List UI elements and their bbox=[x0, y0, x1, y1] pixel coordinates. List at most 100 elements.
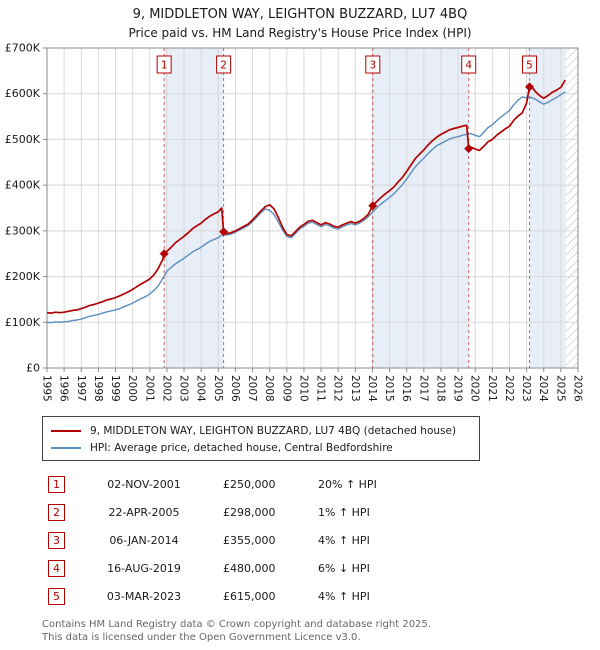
chart-legend: 9, MIDDLETON WAY, LEIGHTON BUZZARD, LU7 … bbox=[42, 416, 480, 461]
property-line-swatch bbox=[51, 429, 81, 432]
transaction-price: £615,000 bbox=[223, 589, 276, 603]
svg-text:2011: 2011 bbox=[315, 375, 327, 402]
transaction-date: 03-MAR-2023 bbox=[106, 589, 182, 603]
sale-diamond-marker bbox=[219, 227, 229, 237]
svg-text:£100K: £100K bbox=[5, 316, 41, 329]
price_paid-line bbox=[46, 79, 566, 314]
svg-text:2020: 2020 bbox=[469, 375, 481, 402]
transaction-price: £480,000 bbox=[223, 561, 276, 575]
svg-text:2023: 2023 bbox=[520, 375, 532, 402]
legend-entry-property: 9, MIDDLETON WAY, LEIGHTON BUZZARD, LU7 … bbox=[51, 422, 471, 439]
svg-text:2005: 2005 bbox=[212, 375, 224, 402]
transaction-number-badge: 2 bbox=[48, 503, 65, 521]
table-row: 4 16-AUG-2019 £480,000 6% ↓ HPI bbox=[0, 554, 600, 582]
page-subtitle: Price paid vs. HM Land Registry's House … bbox=[128, 26, 472, 40]
svg-text:2026: 2026 bbox=[572, 375, 584, 402]
plot-background bbox=[47, 48, 578, 368]
svg-text:£400K: £400K bbox=[5, 179, 41, 192]
sale-date-dashed-lines bbox=[163, 48, 531, 368]
svg-text:2024: 2024 bbox=[537, 375, 549, 402]
data-series bbox=[46, 79, 566, 324]
svg-text:£700K: £700K bbox=[5, 42, 41, 55]
svg-text:3: 3 bbox=[369, 60, 376, 72]
svg-text:2001: 2001 bbox=[143, 375, 155, 402]
svg-text:£300K: £300K bbox=[5, 224, 41, 237]
gridlines bbox=[46, 47, 579, 369]
transaction-price: £298,000 bbox=[223, 505, 276, 519]
table-row: 5 03-MAR-2023 £615,000 4% ↑ HPI bbox=[0, 582, 600, 610]
transaction-price: £355,000 bbox=[223, 533, 276, 547]
svg-text:5: 5 bbox=[526, 60, 533, 72]
footer-line-1: Contains HM Land Registry data © Crown c… bbox=[42, 619, 431, 630]
hpi-legend-label: HPI: Average price, detached house, Cent… bbox=[90, 441, 393, 454]
svg-text:2019: 2019 bbox=[452, 375, 464, 402]
svg-text:2006: 2006 bbox=[229, 375, 241, 402]
svg-text:1996: 1996 bbox=[58, 375, 70, 402]
legend-entry-hpi: HPI: Average price, detached house, Cent… bbox=[51, 439, 471, 456]
svg-text:2003: 2003 bbox=[178, 375, 190, 402]
svg-text:2014: 2014 bbox=[366, 375, 378, 402]
sale-diamond-marker bbox=[368, 201, 378, 211]
transaction-date: 02-NOV-2001 bbox=[107, 477, 181, 491]
svg-text:2004: 2004 bbox=[195, 375, 207, 402]
svg-text:1997: 1997 bbox=[75, 375, 87, 402]
sale-number-badges: 1 2 3 4 5 bbox=[156, 55, 538, 74]
transaction-number-badge: 4 bbox=[48, 559, 65, 577]
svg-text:1998: 1998 bbox=[92, 375, 104, 402]
svg-text:£200K: £200K bbox=[5, 270, 41, 283]
hpi-line-swatch bbox=[51, 446, 81, 449]
sale-markers bbox=[159, 82, 535, 259]
svg-text:1: 1 bbox=[161, 60, 168, 72]
svg-text:4: 4 bbox=[465, 60, 472, 72]
svg-text:2018: 2018 bbox=[434, 375, 446, 402]
transaction-date: 16-AUG-2019 bbox=[107, 561, 181, 575]
hpi_average-line bbox=[46, 91, 566, 324]
transaction-hpi-delta: 4% ↑ HPI bbox=[318, 533, 370, 547]
svg-text:2002: 2002 bbox=[160, 375, 172, 402]
transaction-hpi-delta: 6% ↓ HPI bbox=[318, 561, 370, 575]
svg-text:£500K: £500K bbox=[5, 133, 41, 146]
x-axis-labels: 1995 1996 1997 1998 1999 2000 2001 2002 2003 2004… bbox=[41, 368, 584, 402]
svg-text:2017: 2017 bbox=[417, 375, 429, 402]
chart-header: 9, MIDDLETON WAY, LEIGHTON BUZZARD, LU7 … bbox=[0, 0, 600, 40]
price-vs-hpi-chart: 1 2 3 4 5 £0 £100K £200K £300K £400K £500K £600K £70… bbox=[5, 42, 584, 403]
table-row: 1 02-NOV-2001 £250,000 20% ↑ HPI bbox=[0, 470, 600, 498]
transaction-number-badge: 1 bbox=[48, 475, 65, 493]
table-row: 2 22-APR-2005 £298,000 1% ↑ HPI bbox=[0, 498, 600, 526]
svg-text:£0: £0 bbox=[26, 362, 40, 375]
footer-line-2: This data is licensed under the Open Gov… bbox=[42, 632, 361, 644]
transaction-hpi-delta: 1% ↑ HPI bbox=[318, 505, 370, 519]
property-legend-label: 9, MIDDLETON WAY, LEIGHTON BUZZARD, LU7 … bbox=[90, 424, 457, 437]
license-footer: Contains HM Land Registry data © Crown c… bbox=[42, 618, 600, 644]
svg-text:2025: 2025 bbox=[554, 375, 566, 402]
ownership-period-bands bbox=[164, 48, 567, 368]
svg-text:2013: 2013 bbox=[349, 375, 361, 402]
svg-text:£600K: £600K bbox=[5, 87, 41, 100]
svg-text:2015: 2015 bbox=[383, 375, 395, 402]
table-row: 3 06-JAN-2014 £355,000 4% ↑ HPI bbox=[0, 526, 600, 554]
page-title: 9, MIDDLETON WAY, LEIGHTON BUZZARD, LU7 … bbox=[132, 7, 468, 22]
transaction-number-badge: 5 bbox=[48, 587, 65, 605]
svg-text:1999: 1999 bbox=[109, 375, 121, 402]
svg-text:2010: 2010 bbox=[297, 375, 309, 402]
transaction-date: 06-JAN-2014 bbox=[109, 533, 179, 547]
plot-frame bbox=[46, 47, 579, 369]
svg-text:2007: 2007 bbox=[246, 375, 258, 402]
transactions-table: 1 02-NOV-2001 £250,000 20% ↑ HPI 2 22-AP… bbox=[0, 470, 600, 610]
svg-text:2022: 2022 bbox=[503, 375, 515, 402]
sale-diamond-marker bbox=[159, 249, 169, 259]
svg-text:2021: 2021 bbox=[486, 375, 498, 402]
transaction-number-badge: 3 bbox=[48, 531, 65, 549]
svg-text:2009: 2009 bbox=[280, 375, 292, 402]
svg-text:2: 2 bbox=[220, 60, 227, 72]
y-axis-labels: £0 £100K £200K £300K £400K £500K £600K £700K bbox=[5, 42, 47, 375]
future-hatched-region bbox=[566, 48, 578, 368]
svg-text:2016: 2016 bbox=[400, 375, 412, 402]
svg-text:2012: 2012 bbox=[332, 375, 344, 402]
transaction-hpi-delta: 4% ↑ HPI bbox=[318, 589, 370, 603]
svg-text:2008: 2008 bbox=[263, 375, 275, 402]
svg-text:2000: 2000 bbox=[126, 375, 138, 402]
transaction-date: 22-APR-2005 bbox=[108, 505, 180, 519]
sale-diamond-marker bbox=[525, 82, 535, 92]
